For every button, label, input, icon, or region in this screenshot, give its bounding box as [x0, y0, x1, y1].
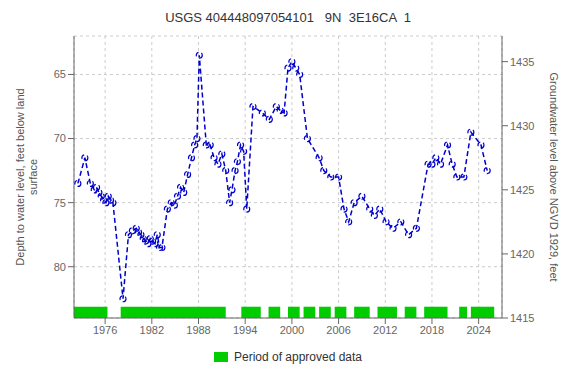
svg-text:2018: 2018	[420, 324, 444, 336]
html-text:Period of approved data: Period of approved data	[234, 350, 362, 364]
svg-text:Groundwater level above NGVD 1: Groundwater level above NGVD 1929, feet	[548, 72, 560, 281]
svg-text:1994: 1994	[233, 324, 257, 336]
svg-text:75: 75	[54, 197, 66, 209]
svg-text:1420: 1420	[510, 248, 534, 260]
svg-text:2024: 2024	[466, 324, 490, 336]
svg-text:1976: 1976	[93, 324, 117, 336]
svg-text:1988: 1988	[186, 324, 210, 336]
svg-text:1415: 1415	[510, 312, 534, 324]
svg-text:1430: 1430	[510, 120, 534, 132]
svg-text:2006: 2006	[326, 324, 350, 336]
svg-text:1435: 1435	[510, 56, 534, 68]
svg-text:2012: 2012	[373, 324, 397, 336]
svg-text:70: 70	[54, 132, 66, 144]
svg-text:1425: 1425	[510, 184, 534, 196]
svg-text:Depth to water level, feet bel: Depth to water level, feet below landsur…	[14, 88, 39, 265]
svg-text:1982: 1982	[140, 324, 164, 336]
html-text:USGS 404448097054101 9N 3E16CA: USGS 404448097054101 9N 3E16CA 1	[165, 10, 411, 25]
svg-text:2000: 2000	[280, 324, 304, 336]
svg-text:65: 65	[54, 68, 66, 80]
svg-text:80: 80	[54, 261, 66, 273]
